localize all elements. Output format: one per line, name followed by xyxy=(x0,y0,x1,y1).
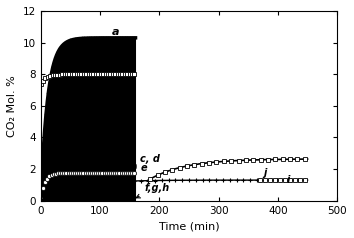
Text: a: a xyxy=(112,27,119,37)
X-axis label: Time (min): Time (min) xyxy=(159,221,219,231)
Text: c, d: c, d xyxy=(140,154,160,164)
Text: f,g,h: f,g,h xyxy=(136,183,170,198)
Text: b: b xyxy=(124,63,132,73)
Text: j: j xyxy=(263,168,267,178)
Y-axis label: CO₂ Mol. %: CO₂ Mol. % xyxy=(7,75,17,137)
Text: i: i xyxy=(287,175,290,185)
Text: e: e xyxy=(140,163,147,173)
